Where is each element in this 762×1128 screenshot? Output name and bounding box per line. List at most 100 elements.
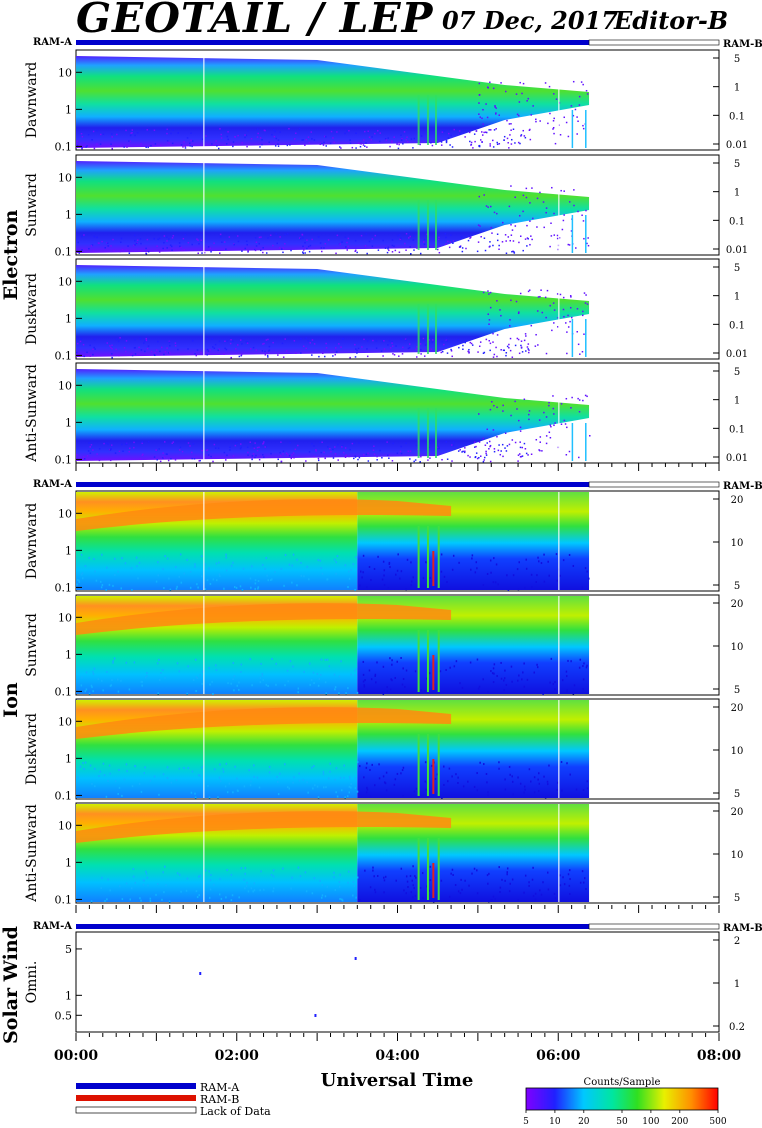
electron-panel-1-speckle (585, 89, 588, 92)
ion-panel-3-speckle (228, 782, 231, 785)
electron-panel-3-speckle (549, 304, 552, 307)
electron-panel-4-speckle (223, 451, 226, 454)
ion-panel-2-speckle (110, 684, 112, 687)
electron-panel-1-speckle (510, 143, 513, 145)
electron-panel-2-speckle (163, 235, 166, 237)
ion-panel-4-speckle (553, 892, 556, 895)
electron-panel-4-speckle (483, 459, 485, 461)
electron-panel-1-speckle (359, 145, 362, 148)
electron-panel-2-speckle (488, 246, 491, 248)
ion-panel-3-speckle (557, 781, 559, 784)
ion-panel-2-speckle (428, 672, 431, 675)
ion-panel-4-speckle (238, 896, 240, 899)
ion-panel-3-speckle (236, 789, 239, 792)
electron-panel-1-speckle (329, 142, 332, 145)
ion-panel-2-speckle (140, 680, 142, 683)
ion-panel-1-speckle (568, 553, 571, 556)
ion-panel-1-speckle (254, 582, 257, 585)
electron-panel-4-speckle (501, 443, 504, 446)
electron-panel-1-speckle (555, 98, 558, 100)
electron-panel-1-speckle (325, 136, 327, 138)
ion-panel-3-speckle (288, 787, 291, 790)
electron-panel-1-striation (417, 95, 420, 145)
electron-panel-3-speckle (145, 339, 148, 342)
electron-panel-1-speckle (572, 114, 575, 117)
ion-panel-4-speckle (499, 886, 502, 889)
electron-panel-2-speckle (368, 240, 371, 243)
electron-panel-4-speckle (128, 450, 131, 453)
electron-panel-4-speckle (493, 450, 496, 453)
ion-panel-3-speckle (512, 793, 514, 796)
ion-panel-2-speckle (133, 661, 136, 664)
ion-panel-4-speckle (107, 878, 109, 881)
ion-panel-1-speckle (452, 554, 455, 557)
electron-panel-2-speckle (304, 252, 306, 254)
ion-panel-2-speckle (214, 664, 217, 667)
ion-panel-2-speckle (420, 689, 422, 692)
colorbar-tick-label: 20 (578, 1117, 590, 1127)
electron-panel-4-speckle (525, 452, 528, 455)
ion-panel-4-speckle (373, 875, 375, 878)
electron-panel-4-speckle (478, 441, 481, 443)
electron-panel-1-speckle (554, 142, 557, 145)
electron-panel-4-speckle (89, 452, 92, 454)
ion-panel-2-speckle (424, 690, 426, 693)
ion-panel-1-speckle (106, 566, 108, 569)
electron-panel-2-speckle (134, 244, 136, 246)
ion-panel-4-speckle (321, 894, 324, 897)
electron-panel-4-speckle (234, 442, 237, 444)
electron-panel-2-speckle (398, 251, 401, 254)
electron-panel-3-striation (417, 304, 420, 354)
ion-panel-3-ridge (76, 707, 452, 739)
ion-panel-4-speckle (383, 876, 385, 879)
electron-panel-1-speckle (147, 146, 149, 149)
ion-panel-2-speckle (93, 667, 96, 670)
electron-panel-2-speckle (302, 245, 304, 248)
electron-panel-1-speckle (244, 134, 246, 136)
electron-panel-2-speckle (465, 247, 467, 250)
electron-panel-4-speckle (289, 441, 291, 444)
electron-panel-4-speckle (311, 442, 313, 445)
ion-panel-3-speckle (533, 776, 536, 779)
electron-panel-4-speckle (538, 449, 540, 451)
ion-panel-3-speckle (447, 780, 449, 783)
electron-panel-3-speckle (488, 293, 490, 295)
ion-panel-1-speckle (176, 585, 178, 588)
electron-panel-3-speckle (559, 293, 562, 296)
electron-panel-1-speckle (129, 140, 131, 143)
ion-panel-4-speckle (125, 882, 128, 885)
ion-panel-4-speckle (534, 892, 537, 895)
electron-panel-3-speckle (224, 347, 226, 350)
ion-panel-4-speckle (208, 896, 211, 899)
electron-panel-3-speckle (245, 341, 248, 343)
electron-panel-3-speckle (366, 355, 369, 358)
electron-panel-3-speckle (144, 350, 146, 353)
electron-panel-4-speckle (292, 452, 295, 454)
electron-panel-2-speckle (209, 247, 212, 250)
electron-panel-3-rtick-label: 0.1 (729, 320, 745, 331)
electron-panel-4-speckle (141, 454, 143, 457)
ion-panel-2-speckle (400, 657, 402, 660)
electron-panel-4-speckle (407, 450, 410, 453)
electron-panel-1-speckle (184, 145, 186, 148)
electron-panel-3-speckle (567, 314, 569, 317)
electron-panel-3-speckle (375, 340, 378, 342)
ion-panel-4-speckle (506, 873, 508, 876)
electron-panel-3-speckle (83, 355, 85, 358)
electron-panel-2-speckle (306, 247, 308, 250)
ion-panel-3-speckle (79, 765, 82, 768)
electron-panel-4-speckle (263, 456, 265, 458)
ion-panel-2-speckle (91, 686, 93, 689)
ion-panel-4-speckle (145, 872, 148, 875)
electron-panel-2-speckle (489, 241, 491, 243)
electron-panel-1-speckle (507, 141, 509, 144)
ion-panel-1-speckle (215, 579, 218, 582)
x-tick-label: 06:00 (536, 1048, 580, 1064)
electron-panel-2-speckle (106, 242, 109, 244)
ion-panel-1-speckle (300, 574, 302, 577)
ion-panel-4-speckle (132, 875, 135, 878)
ion-panel-3-speckle (354, 777, 357, 780)
electron-panel-4-speckle (539, 436, 542, 438)
ion-panel-4-speckle (414, 875, 416, 878)
solar-wind-panel-ytick-label: 5 (65, 943, 72, 956)
